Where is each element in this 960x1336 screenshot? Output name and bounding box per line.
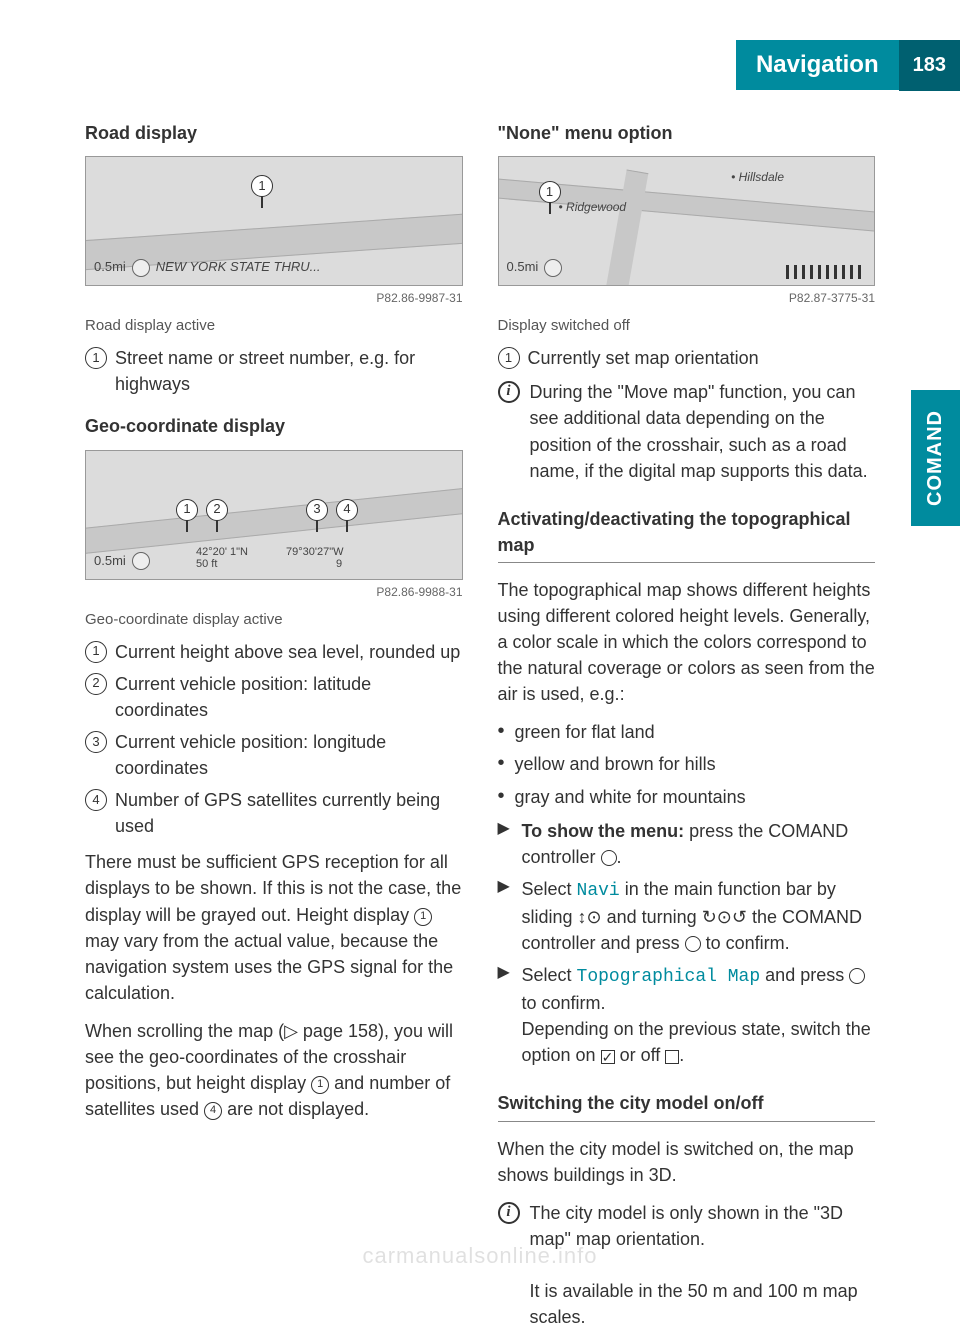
watermark: carmanualsonline.info <box>362 1240 597 1272</box>
bullet-icon: • <box>498 751 505 777</box>
pin-1-icon: 1 <box>539 181 561 203</box>
pin-1-icon: 1 <box>176 499 198 521</box>
checkbox-off-icon <box>665 1050 679 1064</box>
page-content: Road display 1 0.5mi NEW YORK STATE THRU… <box>85 120 875 1336</box>
topo-para: The topographical map shows different he… <box>498 577 876 707</box>
map-scale: 0.5mi NEW YORK STATE THRU... <box>94 258 320 277</box>
pin-2-icon: 2 <box>206 499 228 521</box>
none-option-figure: • Hillsdale • Ridgewood 1 0.5mi <box>498 156 876 286</box>
none-option-heading: "None" menu option <box>498 120 876 146</box>
page-number: 183 <box>899 40 960 91</box>
menu-navi: Navi <box>577 881 620 901</box>
city-para: When the city model is switched on, the … <box>498 1136 876 1188</box>
callout-row: 3 Current vehicle position: longitude co… <box>85 729 463 781</box>
callout-num-icon: 3 <box>85 731 107 753</box>
left-column: Road display 1 0.5mi NEW YORK STATE THRU… <box>85 120 463 1336</box>
step-row: ▶ Select Navi in the main function bar b… <box>498 876 876 956</box>
figure-label: P82.87-3775-31 <box>498 290 876 307</box>
figure-label: P82.86-9988-31 <box>85 584 463 601</box>
info-icon: i <box>498 1202 520 1224</box>
pin-4-icon: 4 <box>336 499 358 521</box>
road-display-heading: Road display <box>85 120 463 146</box>
bars-icon <box>786 265 866 279</box>
map-scale: 0.5mi <box>94 552 150 571</box>
info-icon: i <box>498 381 520 403</box>
figure-caption: Road display active <box>85 315 463 337</box>
callout-row: 1 Currently set map orientation <box>498 345 876 371</box>
controller-icon <box>685 936 701 952</box>
topo-heading: Activating/deactivating the topographica… <box>498 506 876 563</box>
map-scale: 0.5mi <box>507 258 563 277</box>
arrow-icon: ▶ <box>498 962 512 1068</box>
side-tab: COMAND <box>911 390 960 526</box>
callout-num-icon: 4 <box>85 789 107 811</box>
info-row: i During the "Move map" function, you ca… <box>498 379 876 483</box>
bullet-row: • yellow and brown for hills <box>498 751 876 777</box>
geo-figure: 1 2 3 4 0.5mi 42°20' 1"N 50 ft 79°30'27"… <box>85 450 463 580</box>
compass-icon <box>544 259 562 277</box>
compass-icon <box>132 552 150 570</box>
checkbox-on-icon <box>601 1050 615 1064</box>
callout-num-icon: 2 <box>85 673 107 695</box>
callout-num-icon: 1 <box>85 347 107 369</box>
callout-num-icon: 1 <box>85 641 107 663</box>
callout-row: 2 Current vehicle position: latitude coo… <box>85 671 463 723</box>
turn-icon: ↻⊙↺ <box>702 907 747 927</box>
step-row: ▶ Select Topographical Map and press to … <box>498 962 876 1068</box>
page-header: Navigation 183 <box>736 40 960 90</box>
road-display-figure: 1 0.5mi NEW YORK STATE THRU... <box>85 156 463 286</box>
city-heading: Switching the city model on/off <box>498 1090 876 1121</box>
pin-3-icon: 3 <box>306 499 328 521</box>
slide-icon: ↕⊙ <box>578 907 602 927</box>
arrow-icon: ▶ <box>498 818 512 870</box>
figure-caption: Geo-coordinate display active <box>85 609 463 631</box>
controller-icon <box>601 850 617 866</box>
compass-icon <box>132 259 150 277</box>
bullet-icon: • <box>498 784 505 810</box>
bullet-icon: • <box>498 719 505 745</box>
bullet-row: • green for flat land <box>498 719 876 745</box>
step-row: ▶ To show the menu: press the COMAND con… <box>498 818 876 870</box>
bullet-row: • gray and white for mountains <box>498 784 876 810</box>
pin-1-icon: 1 <box>251 175 273 197</box>
figure-label: P82.86-9987-31 <box>85 290 463 307</box>
arrow-icon: ▶ <box>498 876 512 956</box>
geo-heading: Geo-coordinate display <box>85 413 463 439</box>
menu-topo-map: Topographical Map <box>577 967 761 987</box>
controller-icon <box>849 968 865 984</box>
geo-para-2: When scrolling the map (▷ page 158), you… <box>85 1018 463 1122</box>
callout-num-icon: 1 <box>498 347 520 369</box>
callout-row: 1 Current height above sea level, rounde… <box>85 639 463 665</box>
callout-row: 4 Number of GPS satellites currently bei… <box>85 787 463 839</box>
figure-caption: Display switched off <box>498 315 876 337</box>
right-column: "None" menu option • Hillsdale • Ridgewo… <box>498 120 876 1336</box>
callout-row: 1 Street name or street number, e.g. for… <box>85 345 463 397</box>
geo-para-1: There must be sufficient GPS reception f… <box>85 849 463 1006</box>
section-title: Navigation <box>736 40 899 91</box>
